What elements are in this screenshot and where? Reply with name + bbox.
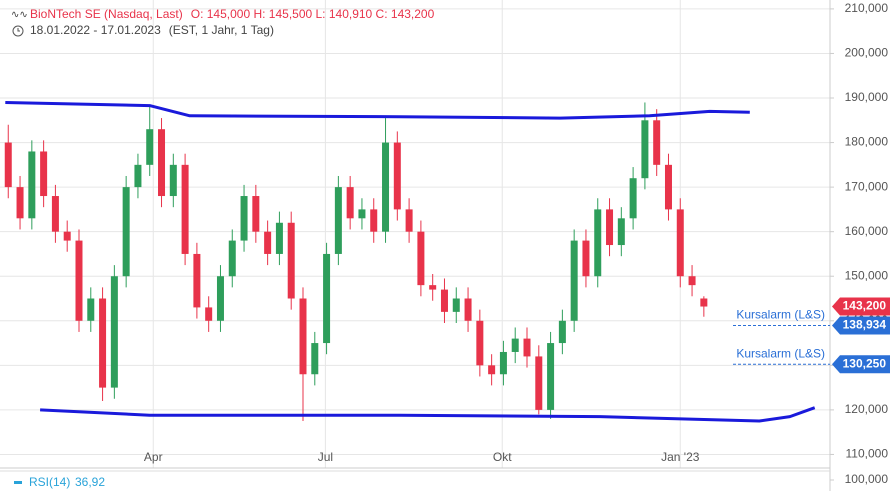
y-tick-label: 190,000 bbox=[845, 90, 889, 104]
candle-body bbox=[205, 307, 213, 321]
candle-body bbox=[75, 240, 83, 321]
candle-body bbox=[323, 253, 331, 344]
candle-body bbox=[488, 365, 496, 375]
candle-body bbox=[382, 142, 390, 232]
settings: (EST, 1 Jahr, 1 Tag) bbox=[169, 23, 274, 37]
candle-body bbox=[346, 187, 354, 219]
x-tick-label: Jul bbox=[318, 450, 333, 464]
candle-body bbox=[51, 196, 59, 232]
x-tick-label: Okt bbox=[493, 450, 512, 464]
candle-body bbox=[122, 187, 130, 277]
candle-body bbox=[664, 164, 672, 210]
candle-body bbox=[16, 187, 24, 219]
candle-body bbox=[134, 164, 142, 188]
grid bbox=[0, 0, 830, 468]
candle-body bbox=[393, 142, 401, 210]
candle-body bbox=[228, 240, 236, 277]
x-tick-label: Jan '23 bbox=[661, 450, 700, 464]
alarm-value-box bbox=[832, 316, 890, 335]
last-price-box bbox=[832, 297, 890, 316]
candle-body bbox=[429, 285, 437, 290]
candle-body bbox=[476, 320, 484, 366]
candle-body bbox=[63, 231, 71, 241]
candle-body bbox=[558, 320, 566, 344]
candle-body bbox=[264, 231, 272, 254]
candle-body bbox=[99, 298, 107, 388]
candle-body bbox=[511, 338, 519, 352]
candle-body bbox=[158, 129, 166, 197]
candle-body bbox=[617, 218, 625, 246]
candle-body bbox=[146, 129, 154, 165]
chart-title: BioNTech SE (Nasdaq, Last) bbox=[30, 7, 183, 21]
rsi-name: RSI(14) bbox=[29, 475, 70, 489]
clock-icon bbox=[12, 25, 24, 37]
candle-body bbox=[535, 356, 543, 410]
candle-body bbox=[252, 196, 260, 232]
candle-body bbox=[594, 209, 602, 277]
y-tick-label: 160,000 bbox=[845, 224, 889, 238]
candle-body bbox=[275, 222, 283, 254]
chart-icon: ∿∿ bbox=[11, 10, 28, 21]
rsi-value: 36,92 bbox=[75, 475, 105, 489]
y-tick-label: 170,000 bbox=[845, 179, 889, 193]
clock-icon bbox=[17, 28, 20, 32]
alarm-value-label: 130,250 bbox=[843, 356, 887, 370]
candle-body bbox=[87, 298, 95, 321]
channel-line bbox=[5, 101, 750, 120]
candle-body bbox=[452, 298, 460, 312]
last-price-label: 143,200 bbox=[843, 299, 887, 313]
candle-body bbox=[582, 240, 590, 277]
candle-body bbox=[653, 120, 661, 165]
candle-body bbox=[334, 187, 342, 254]
y-tick-label: 200,000 bbox=[845, 46, 889, 60]
candle-body bbox=[570, 240, 578, 321]
ohlc: O: 145,000 H: 145,500 L: 140,910 C: 143,… bbox=[191, 7, 435, 21]
y-tick-label: 180,000 bbox=[845, 135, 889, 149]
candle-body bbox=[676, 209, 684, 277]
candle-body bbox=[181, 164, 189, 254]
y-tick-label: 110,000 bbox=[846, 447, 889, 461]
candle-body bbox=[440, 289, 448, 312]
y-tick-label: 120,000 bbox=[845, 402, 889, 416]
alarm-value-box bbox=[832, 355, 890, 374]
channel-line bbox=[40, 406, 816, 423]
candle-body bbox=[40, 151, 48, 197]
alarm-value-label: 138,934 bbox=[843, 318, 887, 332]
candle-body bbox=[358, 209, 366, 219]
y-tick-label: 210,000 bbox=[845, 1, 889, 15]
candle-body bbox=[547, 343, 555, 410]
rsi-icon bbox=[14, 481, 22, 484]
candle-body bbox=[28, 151, 36, 219]
candle-body bbox=[464, 298, 472, 321]
marks bbox=[4, 101, 816, 423]
x-tick-label: Apr bbox=[144, 450, 163, 464]
candle-body bbox=[688, 276, 696, 286]
candle-body bbox=[499, 351, 507, 375]
candle-body bbox=[287, 222, 295, 299]
candle-body bbox=[110, 276, 118, 388]
candle-body bbox=[606, 209, 614, 246]
date-range: 18.01.2022 - 17.01.2023 bbox=[30, 23, 161, 37]
alarm-label: Kursalarm (L&S) bbox=[736, 346, 825, 360]
candle-body bbox=[629, 178, 637, 219]
candle-body bbox=[216, 276, 224, 321]
candle-body bbox=[299, 298, 307, 375]
candle-body bbox=[240, 196, 248, 241]
candle-body bbox=[4, 142, 12, 188]
alarm-label: Kursalarm (L&S) bbox=[736, 308, 825, 322]
candle-body bbox=[169, 164, 177, 197]
y-tick-label: 150,000 bbox=[845, 268, 889, 282]
candle-body bbox=[311, 343, 319, 375]
candle-body bbox=[523, 338, 531, 357]
candle-body bbox=[405, 209, 413, 232]
candle-body bbox=[417, 231, 425, 286]
candle-body bbox=[700, 298, 708, 307]
candle-body bbox=[370, 209, 378, 232]
candle-body bbox=[193, 253, 201, 308]
y-tick-label: 100,000 bbox=[845, 472, 889, 486]
candle-body bbox=[641, 120, 649, 179]
